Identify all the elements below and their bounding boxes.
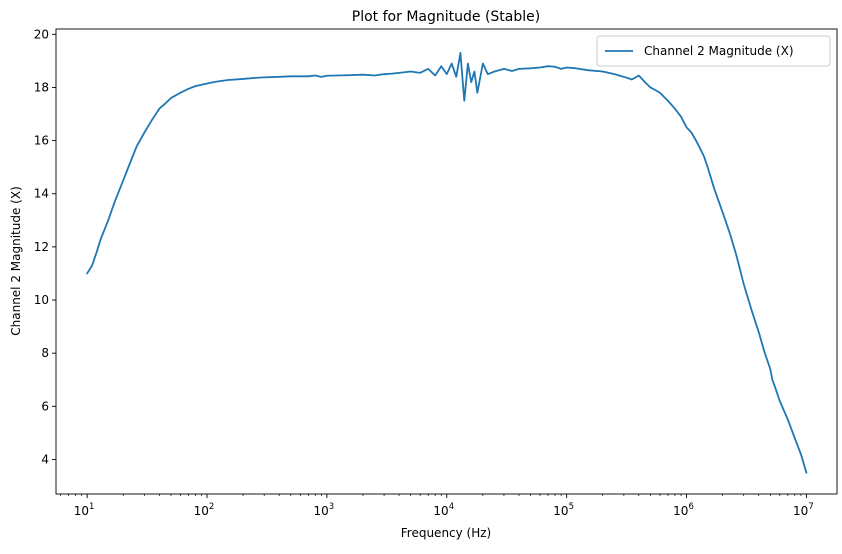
x-axis: 101 102 103 104 105 106 107 [60,494,814,518]
chart-title: Plot for Magnitude (Stable) [352,9,540,25]
x-tick-label: 103 [314,502,335,518]
x-tick-label: 106 [673,502,694,518]
x-tick-label: 105 [553,502,574,518]
x-tick-label: 102 [194,502,215,518]
y-tick-label: 10 [34,293,49,307]
y-axis-label: Channel 2 Magnitude (X) [9,186,23,336]
y-tick-label: 8 [41,346,49,360]
y-axis: 4 6 8 10 12 14 16 18 20 [34,27,56,466]
y-tick-label: 4 [41,452,49,466]
legend-label: Channel 2 Magnitude (X) [644,44,794,58]
legend: Channel 2 Magnitude (X) [596,35,831,67]
plot-area [86,52,808,474]
y-tick-label: 12 [34,240,49,254]
series-line-channel-2 [86,52,808,474]
y-tick-label: 20 [34,27,49,41]
legend-box [596,35,831,67]
y-tick-label: 18 [34,80,49,94]
y-tick-label: 6 [41,399,49,413]
x-tick-label: 104 [433,502,454,518]
y-tick-label: 14 [34,187,49,201]
x-tick-label: 107 [793,502,814,518]
x-tick-label: 101 [74,502,95,518]
x-axis-label: Frequency (Hz) [401,526,492,540]
y-tick-label: 16 [34,134,49,148]
